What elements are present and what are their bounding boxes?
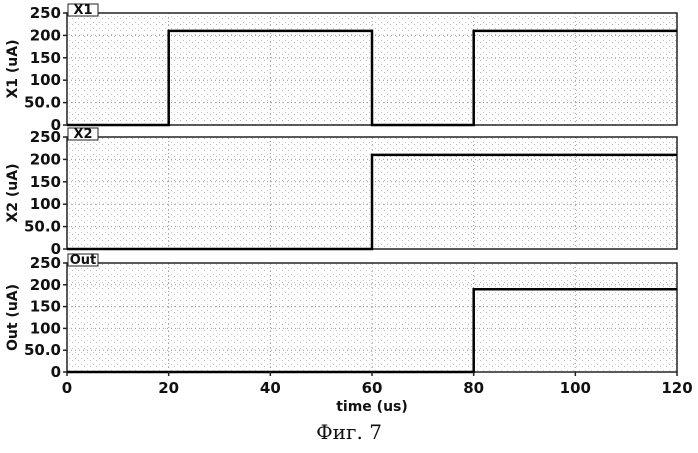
y-tick-label: 250	[30, 254, 61, 272]
panel-tag-label: Out	[70, 253, 97, 268]
y-tick-label: 150	[30, 298, 61, 316]
y-tick-label: 250	[30, 4, 61, 22]
y-axis-label: X2 (uA)	[5, 163, 21, 222]
x-tick-label: 40	[260, 379, 281, 397]
x-tick-label: 0	[62, 379, 72, 397]
x-tick-label: 100	[560, 379, 591, 397]
panel-x2: 050.0100150200250X2 (uA)X2	[5, 127, 677, 258]
y-tick-label: 150	[30, 173, 61, 191]
x-axis-label: time (us)	[336, 399, 408, 415]
x-tick-label: 80	[463, 379, 484, 397]
y-tick-label: 100	[30, 195, 61, 213]
panel-tag: X1	[68, 3, 98, 18]
y-tick-label: 0	[51, 363, 61, 381]
figure-caption: Фиг. 7	[0, 420, 698, 444]
y-tick-label: 250	[30, 128, 61, 146]
x-tick-label: 120	[661, 379, 692, 397]
y-tick-label: 200	[30, 26, 61, 44]
x-tick-label: 20	[158, 379, 179, 397]
y-tick-label: 50.0	[24, 218, 61, 236]
panel-out: 0 50.0 100 150 200 250 Out (uA) Out 0 20 40 60 80 100…	[5, 253, 693, 415]
y-tick-label: 200	[30, 276, 61, 294]
y-axis-label: X1 (uA)	[5, 39, 21, 98]
panel-tag-label: X1	[73, 3, 92, 18]
panel-tag-label: X2	[73, 127, 92, 142]
y-tick-label: 150	[30, 49, 61, 67]
y-tick-label: 50.0	[24, 94, 61, 112]
y-tick-label: 200	[30, 150, 61, 168]
x-tick-label: 60	[362, 379, 383, 397]
y-tick-label: 100	[30, 71, 61, 89]
panel-tag: X2	[68, 127, 98, 142]
panel-x1: 050.0100150200250X1 (uA)X1	[5, 3, 677, 134]
y-tick-label: 50.0	[24, 341, 61, 359]
panel-tag: Out	[68, 253, 98, 268]
y-tick-label: 100	[30, 319, 61, 337]
y-axis-label: Out (uA)	[5, 284, 21, 351]
